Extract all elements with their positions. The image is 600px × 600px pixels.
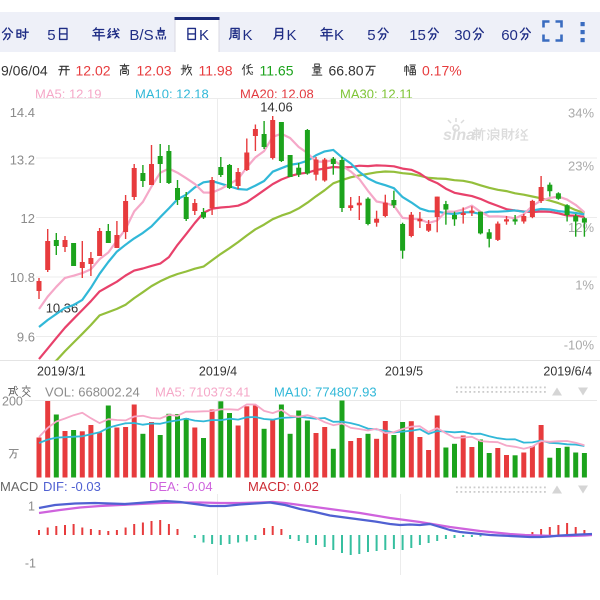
svg-text:12%: 12% xyxy=(568,220,594,235)
svg-text:-10%: -10% xyxy=(564,337,595,352)
svg-text:14.06: 14.06 xyxy=(260,100,293,115)
svg-text:MACD: 0.02: MACD: 0.02 xyxy=(248,479,319,494)
svg-text:10.36: 10.36 xyxy=(46,301,79,316)
svg-text:9.6: 9.6 xyxy=(17,330,35,345)
svg-text:0.17%: 0.17% xyxy=(422,63,462,79)
svg-text:DEA: -0.04: DEA: -0.04 xyxy=(149,479,213,494)
svg-text:VOL: 668002.24: VOL: 668002.24 xyxy=(45,385,140,400)
svg-text:9/06/04: 9/06/04 xyxy=(1,63,48,79)
svg-text:12.02: 12.02 xyxy=(76,63,111,79)
svg-text:K: K xyxy=(287,27,297,44)
svg-text:DIF: -0.03: DIF: -0.03 xyxy=(43,479,101,494)
svg-text:1%: 1% xyxy=(575,278,594,293)
svg-text:K: K xyxy=(243,27,253,44)
svg-text:MA20: 12.08: MA20: 12.08 xyxy=(240,87,314,102)
svg-text:34%: 34% xyxy=(568,105,594,120)
svg-text:MA10: 774807.93: MA10: 774807.93 xyxy=(274,385,377,400)
svg-text:2019/5: 2019/5 xyxy=(385,364,423,378)
svg-text:K: K xyxy=(334,27,344,44)
svg-text:MACD: MACD xyxy=(0,479,38,494)
svg-text:2019/3/1: 2019/3/1 xyxy=(37,364,86,378)
svg-text:10.8: 10.8 xyxy=(10,270,35,285)
svg-text:5: 5 xyxy=(367,27,375,44)
svg-text:60: 60 xyxy=(501,27,518,44)
svg-text:B/S: B/S xyxy=(129,27,153,44)
svg-text:200: 200 xyxy=(2,395,23,409)
svg-text:11.65: 11.65 xyxy=(260,63,294,79)
svg-text:-1: -1 xyxy=(25,557,36,571)
svg-text:13.2: 13.2 xyxy=(10,152,35,167)
svg-text:MA30: 12.11: MA30: 12.11 xyxy=(340,87,413,102)
svg-text:12.03: 12.03 xyxy=(137,63,172,79)
svg-text:2019/4: 2019/4 xyxy=(199,364,237,378)
svg-text:23%: 23% xyxy=(568,158,594,173)
svg-text:15: 15 xyxy=(409,27,426,44)
svg-text:MA10: 12.18: MA10: 12.18 xyxy=(135,87,209,102)
svg-text:K: K xyxy=(199,27,209,44)
svg-text:66.80: 66.80 xyxy=(329,63,364,79)
svg-text:1: 1 xyxy=(28,500,35,514)
svg-text:12: 12 xyxy=(21,211,35,226)
svg-text:11.98: 11.98 xyxy=(199,63,233,79)
svg-text:2019/6/4: 2019/6/4 xyxy=(543,364,592,378)
svg-text:sina: sina xyxy=(443,127,475,144)
svg-text:5: 5 xyxy=(47,27,55,44)
svg-text:30: 30 xyxy=(454,27,471,44)
svg-text:MA5: 12.19: MA5: 12.19 xyxy=(35,87,102,102)
svg-text:14.4: 14.4 xyxy=(10,105,35,120)
svg-text:MA5: 710373.41: MA5: 710373.41 xyxy=(155,385,250,400)
